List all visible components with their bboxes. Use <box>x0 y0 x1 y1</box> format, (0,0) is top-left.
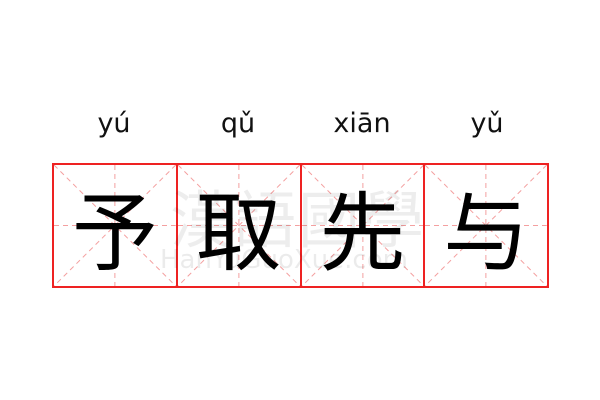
watermark-latin: HanYuGuoXue.com <box>160 245 408 275</box>
grid-cell: 与 <box>425 165 547 286</box>
grid-cell: 取 <box>178 165 302 286</box>
pinyin-2: qǔ <box>220 108 256 139</box>
watermark-chinese: 漢語國學 <box>170 184 427 257</box>
character-2: 取 <box>195 184 282 284</box>
grid-cell: 先 <box>302 165 426 286</box>
guide-lines <box>178 165 300 286</box>
pinyin-3: xiān <box>333 108 391 139</box>
character-grid: 予 取 先 与 <box>52 163 549 288</box>
character-4: 与 <box>443 184 530 284</box>
character-3: 先 <box>319 184 406 284</box>
character-1: 予 <box>71 184 158 284</box>
pinyin-1: yú <box>97 108 131 139</box>
grid-cell: 予 <box>54 165 178 286</box>
guide-lines <box>302 165 424 286</box>
guide-lines <box>425 165 547 286</box>
guide-lines <box>54 165 176 286</box>
pinyin-4: yǔ <box>470 108 504 139</box>
